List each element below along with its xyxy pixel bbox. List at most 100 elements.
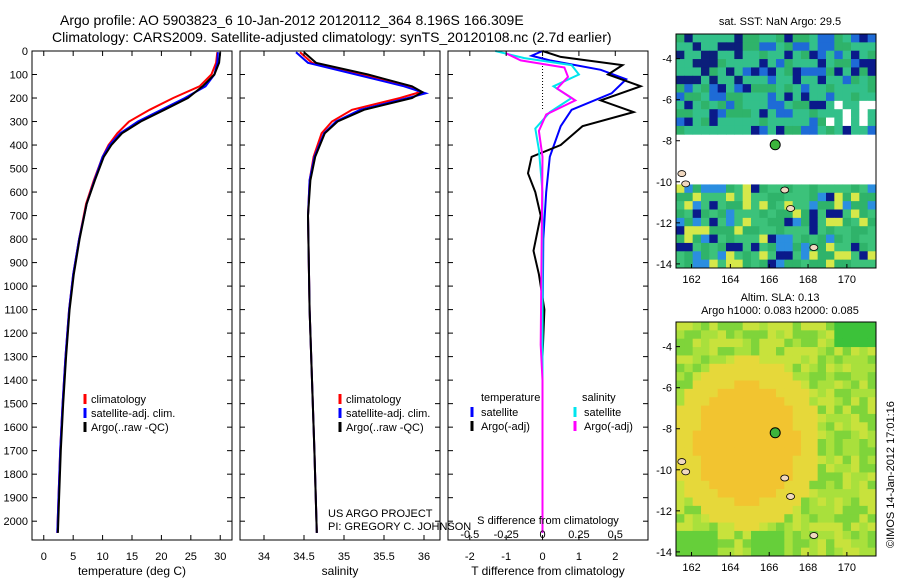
map-cell <box>776 117 785 127</box>
map-cell <box>701 397 710 406</box>
map-cell <box>676 192 685 202</box>
map-cell <box>684 84 694 93</box>
map-cell <box>751 42 760 52</box>
map-cell <box>709 447 719 457</box>
y-tick-label: 200 <box>10 93 28 105</box>
map-cell <box>859 547 869 557</box>
series-climatology <box>299 51 423 533</box>
map-cell <box>684 355 694 365</box>
map-cell <box>767 226 777 235</box>
map-cell <box>759 480 769 490</box>
map-cell <box>842 234 852 244</box>
map-cell <box>826 322 835 331</box>
map-cell <box>709 84 719 93</box>
map-cell <box>726 125 735 135</box>
map-cell <box>751 201 760 210</box>
map-cell <box>834 405 844 415</box>
map-y-tick-label: -8 <box>662 136 672 148</box>
map-cell <box>851 201 860 210</box>
map-cell <box>776 75 785 85</box>
map-cell <box>776 184 785 194</box>
map-cell <box>867 489 877 498</box>
map-cell <box>834 117 844 127</box>
island-marker <box>786 205 795 212</box>
map-cell <box>826 109 835 118</box>
map-cell <box>834 100 844 110</box>
map-cell <box>834 217 844 227</box>
map-cell <box>684 522 694 532</box>
y-tick-label: 1900 <box>4 493 28 505</box>
map-cell <box>701 413 710 423</box>
map-cell <box>842 217 852 227</box>
map-cell <box>751 322 760 331</box>
map-cell <box>851 42 860 52</box>
map-cell <box>701 388 710 398</box>
map-cell <box>826 480 835 490</box>
temperature-xlabel: temperature (deg C) <box>78 564 186 578</box>
map-cell <box>809 413 819 423</box>
island-marker <box>681 180 691 188</box>
map-cell <box>851 530 860 540</box>
map-cell <box>751 372 760 381</box>
map-y-tick-label: -4 <box>662 342 672 354</box>
map-cell <box>859 355 869 365</box>
map-cell <box>726 372 735 381</box>
map-cell <box>809 217 819 227</box>
map-cell <box>801 259 810 269</box>
map-cell <box>751 330 760 340</box>
map-cell <box>759 251 769 261</box>
map-cell <box>809 259 819 269</box>
map-cell <box>701 380 710 390</box>
map-cell <box>842 75 852 85</box>
map-cell <box>734 489 744 498</box>
map-cell <box>726 505 735 515</box>
map-cell <box>742 480 752 490</box>
map-cell <box>776 59 785 68</box>
map-cell <box>692 497 702 507</box>
map-cell <box>767 497 777 507</box>
map-cell <box>826 330 835 340</box>
map-cell <box>801 209 810 219</box>
map-cell <box>692 330 702 340</box>
map-cell <box>701 117 710 127</box>
map-cell <box>801 522 810 532</box>
map-cell <box>759 59 769 68</box>
map-cell <box>834 125 844 135</box>
map-cell <box>851 464 860 473</box>
map-cell <box>851 522 860 532</box>
y-tick-label: 1800 <box>4 469 28 481</box>
map-cell <box>809 100 819 110</box>
map-cell <box>826 59 835 68</box>
map-cell <box>826 355 835 365</box>
map-cell <box>676 388 685 398</box>
map-cell <box>834 209 844 219</box>
map-cell <box>684 34 694 43</box>
map-cell <box>784 259 794 269</box>
map-cell <box>717 522 727 532</box>
map-cell <box>709 430 719 440</box>
map-cell <box>717 489 727 498</box>
map-cell <box>792 192 802 202</box>
legend-label: satellite <box>481 407 518 419</box>
map-cell <box>676 92 685 102</box>
map-cell <box>742 75 752 85</box>
map-cell <box>867 42 877 52</box>
map-cell <box>776 388 785 398</box>
map-cell <box>701 447 710 457</box>
map-cell <box>809 338 819 348</box>
map-cell <box>859 522 869 532</box>
map-cell <box>742 109 752 118</box>
map-cell <box>851 84 860 93</box>
map-cell <box>692 388 702 398</box>
map-cell <box>684 413 694 423</box>
map-cell <box>734 184 744 194</box>
map-cell <box>792 109 802 118</box>
map-cell <box>717 413 727 423</box>
map-cell <box>701 514 710 523</box>
map-cell <box>734 539 744 549</box>
map-cell <box>759 430 769 440</box>
map-cell <box>751 413 760 423</box>
map-cell <box>709 59 719 68</box>
map-cell <box>842 59 852 68</box>
map-cell <box>784 447 794 457</box>
